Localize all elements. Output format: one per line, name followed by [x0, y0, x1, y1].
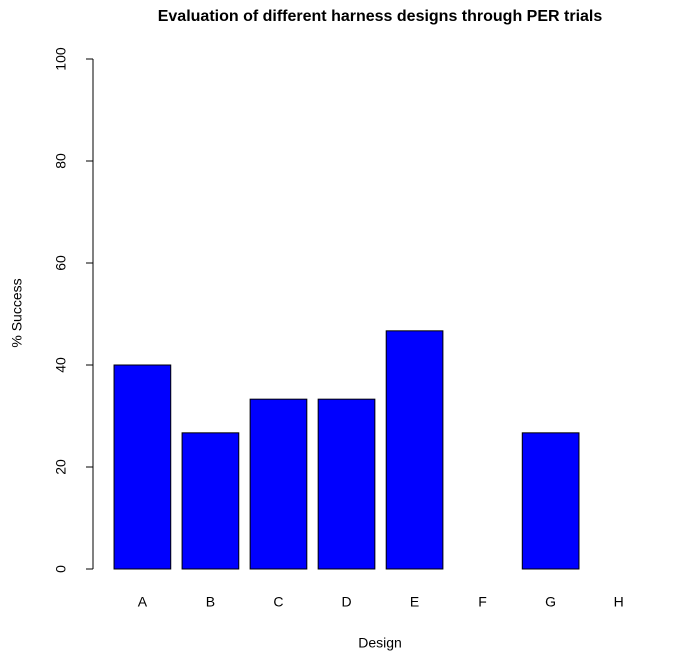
y-tick-label: 0 [53, 565, 69, 573]
y-tick-label: 40 [53, 357, 69, 373]
bar [113, 364, 172, 570]
y-tick-label: 80 [53, 153, 69, 169]
y-axis-label: % Success [9, 278, 25, 347]
x-tick-label: A [138, 594, 148, 610]
x-axis-label: Design [358, 635, 402, 651]
bar [317, 398, 376, 570]
chart-title: Evaluation of different harness designs … [158, 8, 603, 25]
y-tick-label: 60 [53, 255, 69, 271]
bar [521, 432, 580, 570]
bar [385, 330, 444, 570]
x-tick-label: H [614, 594, 624, 610]
x-tick-label: G [545, 594, 556, 610]
bar [181, 432, 240, 570]
x-tick-label: B [206, 594, 215, 610]
x-tick-label: D [341, 594, 351, 610]
x-tick-label: F [478, 594, 487, 610]
y-tick-label: 100 [53, 47, 69, 71]
x-tick-label: E [410, 594, 419, 610]
bar [249, 398, 308, 570]
x-tick-label: C [273, 594, 283, 610]
y-tick-label: 20 [53, 459, 69, 475]
